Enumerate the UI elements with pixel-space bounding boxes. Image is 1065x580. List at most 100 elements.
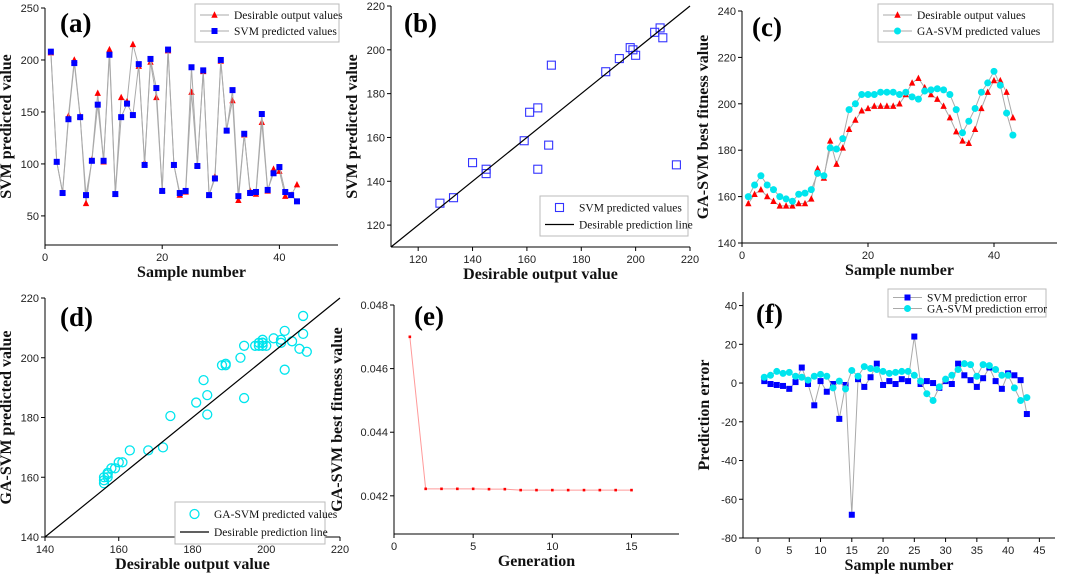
x-tick-label: 40 (988, 250, 1000, 262)
data-point (830, 381, 837, 388)
data-point (985, 362, 993, 370)
y-axis-label: GA-SVM best fitness value (329, 327, 346, 511)
data-point (892, 381, 899, 388)
data-point (776, 202, 783, 209)
data-point (276, 164, 283, 171)
data-point (992, 365, 1000, 373)
y-tick-label: 0.042 (360, 491, 388, 503)
data-point (282, 192, 289, 199)
y-tick-label: 180 (718, 145, 736, 157)
data-point (471, 487, 475, 491)
data-point (59, 190, 66, 197)
y-tick-label: 160 (367, 132, 385, 144)
data-point (1011, 372, 1018, 379)
data-point (253, 337, 265, 348)
data-point (896, 91, 903, 99)
data-point (202, 409, 213, 420)
data-point (782, 195, 790, 203)
data-point (940, 102, 947, 109)
legend-marker-circle (904, 305, 911, 312)
x-tick-label: 5 (470, 541, 476, 553)
data-point (279, 364, 290, 375)
data-point (996, 81, 1004, 89)
data-point (927, 90, 935, 98)
data-point (827, 137, 834, 144)
data-point (182, 187, 189, 194)
legend-label: GA-SVM predicted values (214, 509, 338, 521)
data-point (191, 397, 202, 408)
y-tick-label: 200 (367, 45, 385, 57)
data-point (848, 511, 855, 518)
data-point (782, 202, 790, 209)
data-point (658, 33, 668, 43)
legend-label: GA-SVM prediction error (927, 304, 1047, 316)
data-point (905, 378, 912, 385)
legend-marker-square (211, 28, 218, 34)
y-axis-label: GA-SVM predicted value (0, 331, 15, 505)
data-point (293, 181, 301, 188)
data-point (835, 377, 843, 385)
legend-label: GA-SVM predicted values (917, 26, 1041, 38)
data-point (984, 79, 992, 87)
data-point (911, 333, 918, 340)
data-point (833, 160, 840, 167)
y-tick-label: 0 (731, 378, 737, 390)
x-tick-label: 160 (518, 254, 536, 266)
data-point (990, 67, 998, 75)
data-point (933, 85, 941, 93)
data-point (1017, 377, 1024, 384)
data-point (118, 114, 125, 121)
legend-box (539, 195, 689, 237)
data-point (792, 372, 800, 380)
data-point (211, 175, 218, 182)
y-tick-label: 20 (725, 339, 737, 351)
legend-box (887, 288, 1047, 318)
chart-panel-e: 0 5 10 15 0.042 0.044 0.046 0.048 Generation GA-S… (329, 300, 679, 570)
data-point (297, 328, 309, 340)
y-axis-label: GA-SVM best fitness value (695, 35, 712, 219)
data-point (892, 368, 900, 376)
data-point (625, 43, 635, 53)
panel-label: (c) (752, 12, 782, 42)
legend-box (194, 3, 340, 43)
y-tick-label: 140 (718, 238, 736, 250)
data-point (877, 102, 884, 109)
x-tick-label: 0 (391, 541, 397, 553)
data-point (109, 463, 121, 474)
data-point (880, 381, 887, 388)
data-point (934, 95, 941, 102)
data-point (546, 60, 556, 70)
data-point (820, 172, 828, 180)
data-point (751, 181, 759, 189)
y-tick-label: -60 (721, 494, 737, 506)
y-tick-label: -20 (721, 417, 737, 429)
data-point (519, 488, 522, 492)
y-tick-label: 200 (21, 353, 39, 365)
data-point (852, 116, 859, 123)
data-point (810, 372, 818, 380)
y-tick-label: 140 (367, 176, 385, 188)
y-tick-label: 160 (21, 472, 39, 484)
data-point (82, 199, 90, 207)
data-point (823, 372, 831, 380)
data-point (258, 118, 266, 126)
data-point (948, 381, 955, 388)
data-point (896, 100, 903, 107)
data-point (814, 165, 821, 172)
x-axis-label: Sample number (137, 264, 246, 281)
data-point (877, 88, 885, 96)
data-point (157, 442, 169, 453)
data-point (898, 367, 906, 375)
data-point (873, 365, 881, 373)
data-point (655, 23, 665, 33)
data-point (973, 383, 980, 390)
data-point (904, 367, 912, 375)
data-point (286, 336, 298, 347)
y-tick-label: 120 (367, 220, 385, 232)
data-point (53, 158, 60, 165)
data-point (879, 367, 887, 375)
y-tick-label: -40 (721, 456, 737, 468)
y-tick-label: 0.046 (360, 364, 388, 376)
data-point (1009, 114, 1017, 121)
data-point (861, 383, 868, 390)
